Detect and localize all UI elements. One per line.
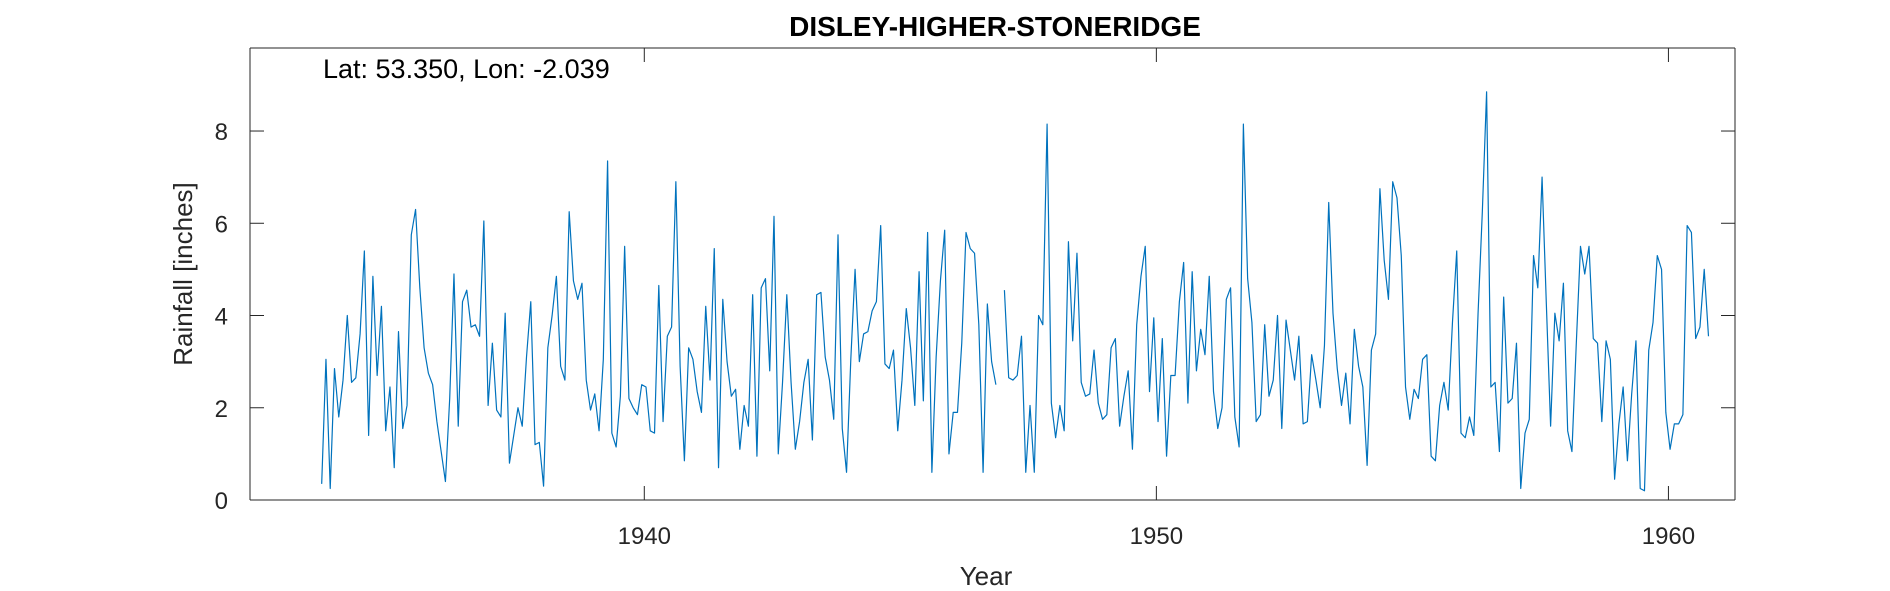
location-annotation: Lat: 53.350, Lon: -2.039 <box>323 54 610 84</box>
y-tick-label-0: 0 <box>215 488 228 515</box>
x-tick-label-1940: 1940 <box>618 523 671 550</box>
rainfall-series-line-0 <box>321 91 1710 492</box>
y-axis-label: Rainfall [inches] <box>168 182 198 366</box>
series-layer <box>321 91 1710 492</box>
plot-frame <box>249 47 1736 501</box>
y-tick-label-4: 4 <box>215 304 228 331</box>
x-tick-label-1960: 1960 <box>1642 523 1695 550</box>
x-axis-label: Year <box>960 561 1013 591</box>
y-tick-label-6: 6 <box>215 211 228 238</box>
y-tick-label-8: 8 <box>215 119 228 146</box>
x-tick-label-1950: 1950 <box>1130 523 1183 550</box>
y-ticks: 0 2 4 6 8 <box>215 119 1735 515</box>
chart-title: DISLEY-HIGHER-STONERIDGE <box>789 11 1201 42</box>
y-tick-label-2: 2 <box>215 396 228 423</box>
x-ticks: 1940 1950 1960 <box>618 48 1695 550</box>
